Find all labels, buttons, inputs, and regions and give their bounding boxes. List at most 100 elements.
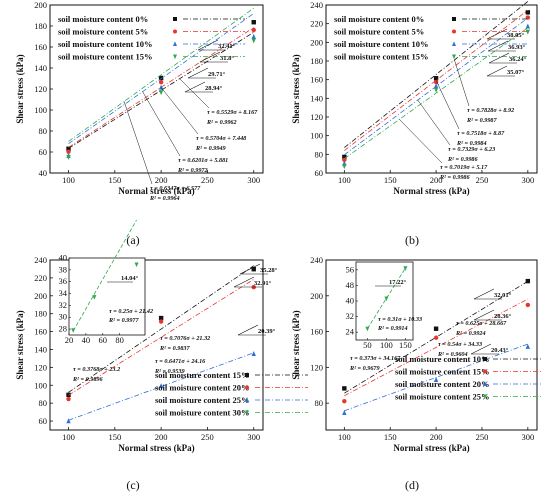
x-axis-label: Normal stress (kPa) (393, 186, 469, 196)
x-tick-label: 150 (384, 175, 397, 185)
r-squared: R² = 0.9949 (195, 145, 226, 152)
x-tick-label: 150 (108, 175, 121, 185)
y-tick-label: 160 (34, 327, 47, 337)
data-point (66, 149, 71, 154)
plot-frame (325, 4, 538, 174)
y-tick-label: 40 (39, 168, 48, 178)
inset-x-tick-label: 150 (399, 340, 412, 350)
x-tick-label: 100 (62, 175, 75, 185)
annotation-leader (454, 59, 470, 107)
legend-label: soil moisture content 25% (395, 392, 490, 402)
inset-r-squared: R² = 0.9914 (377, 325, 408, 332)
fit-line (344, 27, 529, 159)
fit-equation: τ = 0.6347σ + 6.577 (150, 185, 201, 192)
data-point (342, 398, 347, 404)
fit-equation: τ = 0.7518σ + 8.87 (457, 130, 505, 137)
legend-marker (245, 410, 249, 416)
fit-line (344, 298, 529, 397)
r-squared: R² = 0.9987 (466, 117, 498, 124)
inset-frame (355, 261, 414, 341)
legend-label: soil moisture content 0% (58, 14, 148, 24)
y-tick-label: 120 (310, 362, 323, 372)
inset-frame (68, 257, 146, 336)
angle-label: 36.93° (508, 44, 526, 51)
y-tick-label: 120 (34, 362, 47, 372)
r-squared: R² = 0.9964 (149, 195, 180, 202)
y-tick-label: 100 (34, 380, 47, 390)
angle-label: 29.71° (208, 71, 226, 78)
r-squared: R² = 0.9962 (206, 119, 237, 126)
r-squared: R² = 0.9539 (154, 368, 185, 375)
r-squared: R² = 0.9924 (455, 330, 486, 337)
y-tick-label: 100 (310, 131, 323, 141)
fit-equation: τ = 0.5704σ + 7.448 (196, 135, 246, 142)
y-tick-label: 140 (34, 344, 47, 354)
legend-marker (483, 381, 487, 386)
angle-slope (197, 39, 219, 51)
inset-fit-equation: τ = 0.25σ + 21.42 (109, 308, 153, 315)
legend-marker (173, 54, 177, 60)
y-tick-label: 160 (310, 327, 323, 337)
annotation-leader (123, 101, 153, 185)
legend-marker (452, 41, 456, 46)
x-axis-label: Normal stress (kPa) (393, 443, 469, 453)
data-point (158, 84, 164, 90)
x-tick-label: 300 (247, 432, 260, 442)
r-squared: R² = 0.9984 (456, 140, 487, 147)
x-tick-label: 150 (384, 432, 397, 442)
inset-r-squared: R² = 0.9977 (108, 317, 140, 324)
legend-label: soil moisture content 5% (58, 27, 148, 37)
inset-y-tick-label: 56 (346, 264, 355, 274)
data-point (342, 157, 347, 163)
annotation-leader (160, 87, 199, 135)
plot-frame (49, 259, 264, 431)
panel-label: (d) (405, 478, 419, 492)
data-point (66, 146, 71, 151)
data-point (342, 386, 347, 391)
legend-marker (483, 357, 487, 361)
angle-slope (473, 309, 495, 321)
legend-label: soil moisture content 10% (334, 39, 429, 49)
angle-label: 32.91° (254, 280, 272, 287)
inset-x-tick-label: 60 (99, 335, 108, 345)
fit-equation: τ = 0.5529σ + 8.167 (207, 109, 258, 116)
angle-label: 35.07° (507, 69, 525, 76)
y-tick-label: 200 (34, 291, 47, 301)
angle-label: 36.24° (509, 56, 527, 63)
angle-label: 28.36° (494, 313, 512, 320)
fit-line (68, 265, 254, 393)
panel-2: 100 150 200 250 300 60 80 100 120 140 160 180 200 220… (291, 0, 538, 247)
angle-slope (486, 28, 508, 40)
inset-chart: 50 100 150 24 32 40 48 56 17.22° τ = 0.31σ + 10.3… (346, 261, 422, 350)
legend-marker (173, 29, 177, 34)
y-axis-label: Shear stress (kPa) (15, 54, 25, 123)
r-squared: R² = 0.9679 (349, 365, 380, 372)
data-point (525, 278, 531, 284)
fit-equation: τ = 0.625σ + 28.667 (456, 320, 507, 327)
r-squared: R² = 0.9896 (72, 376, 104, 383)
data-point (251, 267, 256, 272)
inset-y-tick-label: 30 (59, 312, 68, 322)
fit-equation: τ = 0.7019σ + 5.17 (440, 164, 488, 171)
fit-equation: τ = 0.6471σ + 24.16 (155, 358, 206, 365)
angle-label: 20.39° (258, 328, 276, 335)
x-tick-label: 300 (247, 175, 260, 185)
x-axis-label: Normal stress (kPa) (118, 443, 194, 453)
x-tick-label: 200 (430, 175, 443, 185)
r-squared: R² = 0.9604 (437, 351, 468, 358)
annotation-leader (142, 91, 181, 157)
y-tick-label: 100 (34, 105, 47, 115)
y-tick-label: 60 (39, 416, 48, 426)
x-tick-label: 250 (476, 175, 489, 185)
fit-equation: τ = 0.54σ + 34.33 (438, 341, 482, 348)
y-axis-label: Shear stress (kPa) (15, 310, 25, 379)
legend-marker (245, 385, 249, 390)
legend-label: soil moisture content 15% (155, 370, 250, 380)
legend-marker (245, 373, 249, 377)
x-tick-label: 300 (521, 432, 534, 442)
data-point (251, 38, 256, 44)
data-point (433, 76, 439, 81)
data-point (251, 27, 256, 33)
fit-line (68, 31, 254, 149)
